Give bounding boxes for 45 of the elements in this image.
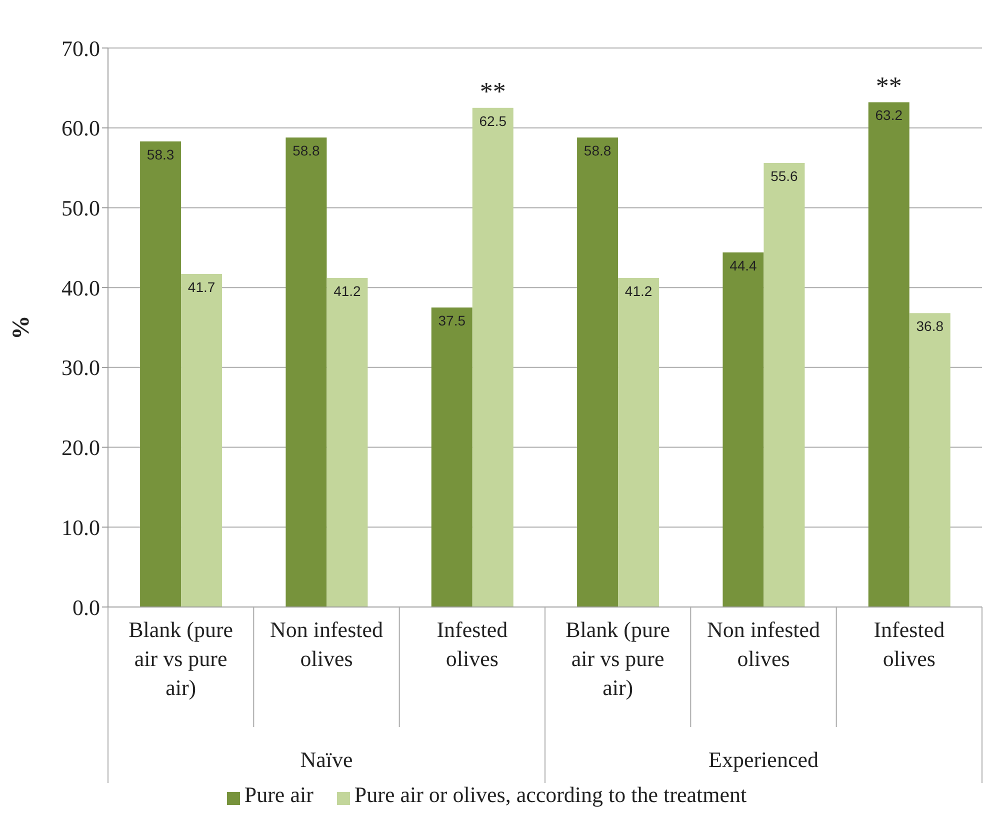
bar [618, 278, 660, 607]
bar [868, 102, 910, 607]
bar [909, 313, 950, 607]
data-label: 41.7 [188, 278, 216, 295]
bar [764, 162, 805, 607]
y-tick-label: 70.0 [62, 36, 100, 61]
data-label: 63.2 [875, 107, 903, 124]
x-tick-label: Infested olives [874, 617, 945, 671]
data-label: 55.6 [770, 168, 798, 184]
legend-label: Pure air or olives, according to the treatment [354, 782, 747, 807]
y-tick-label: 30.0 [62, 355, 100, 380]
data-label: 37.5 [438, 312, 466, 328]
y-tick-label: 20.0 [62, 435, 100, 460]
x-tick-label: Blank (pure air vs pure air) [128, 617, 234, 700]
y-tick-label: 40.0 [62, 275, 100, 300]
bar [326, 278, 368, 607]
y-tick-label: 60.0 [62, 116, 100, 141]
text: Naïve [300, 747, 353, 772]
data-label: 58.3 [146, 146, 174, 162]
legend-label: Pure air [244, 782, 314, 807]
x-tick-label: Non infested olives [270, 617, 384, 671]
bar [286, 137, 327, 607]
text: Experienced [708, 747, 818, 772]
data-label: 62.5 [479, 112, 507, 129]
data-label: 41.2 [624, 282, 652, 299]
bar [140, 141, 182, 607]
annotation: ** [876, 71, 902, 100]
data-label: 36.8 [916, 318, 944, 334]
bar [431, 308, 472, 607]
y-tick-label: 50.0 [62, 196, 100, 221]
x-tick-label: Non infested olives [706, 617, 820, 671]
data-label: 41.2 [334, 282, 362, 299]
data-label: 58.8 [292, 142, 320, 158]
x-tick-label: Infested olives [436, 617, 508, 671]
annotation: ** [480, 76, 506, 106]
data-label: 44.4 [730, 257, 758, 274]
y-axis-title: % [8, 316, 35, 340]
bar [577, 137, 618, 607]
y-tick-label: 0.0 [72, 594, 100, 620]
bar [472, 108, 514, 607]
data-label: 58.8 [584, 142, 612, 158]
x-tick-label: Blank (pure air vs pure air) [566, 617, 670, 700]
bar [181, 274, 222, 607]
bar [722, 252, 764, 607]
y-tick-label: 10.0 [62, 514, 100, 540]
